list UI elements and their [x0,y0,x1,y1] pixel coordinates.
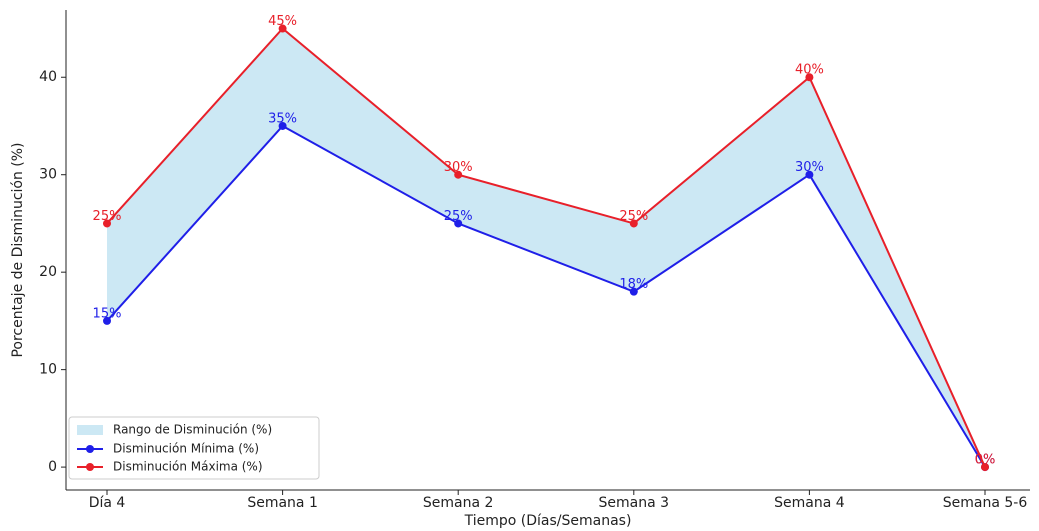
value-label: 0% [975,453,996,468]
series-line [106,124,986,468]
legend-label: Rango de Disminución (%) [113,423,272,437]
y-tick-label: 30 [39,167,57,183]
point [454,170,463,179]
value-label: 45% [268,14,297,29]
value-label: 25% [444,209,473,224]
legend-box [68,416,320,480]
point [981,463,989,472]
y-tick-label: 40 [39,69,57,85]
y-tick-label: 10 [39,362,57,378]
point [629,219,638,228]
point [629,287,638,296]
value-label: 18% [619,277,648,292]
point [805,73,814,82]
point [103,316,111,325]
point [454,219,463,228]
x-tick-label: Semana 3 [599,495,670,511]
value-label: 25% [93,209,122,224]
x-tick-label: Semana 2 [423,495,494,511]
x-tick-label: Semana 4 [774,495,845,511]
value-label: 35% [268,111,297,126]
y-tick-label: 20 [39,264,57,280]
point [805,170,814,179]
y-tick-label: 0 [48,459,57,475]
value-label: 30% [795,160,824,175]
point [103,219,111,228]
point [278,24,287,33]
x-tick-label: Día 4 [89,495,126,511]
x-tick-label: Semana 1 [247,495,318,511]
point [278,121,287,130]
x-tick-label: Semana 5-6 [943,495,1028,511]
range-area [107,28,985,468]
legend-label: Disminución Mínima (%) [113,442,259,456]
value-label: 30% [444,160,473,175]
value-label: 25% [619,209,648,224]
series-line [106,27,986,468]
y-axis-label: Porcentaje de Disminución (%) [10,142,26,357]
value-label: 40% [795,63,824,78]
legend-swatch [77,425,103,435]
legend-label: Disminución Máxima (%) [113,460,263,474]
x-axis-label: Tiempo (Días/Semanas) [464,513,632,529]
legend-marker [86,463,94,471]
legend-marker [86,445,94,453]
value-label: 15% [93,306,122,321]
